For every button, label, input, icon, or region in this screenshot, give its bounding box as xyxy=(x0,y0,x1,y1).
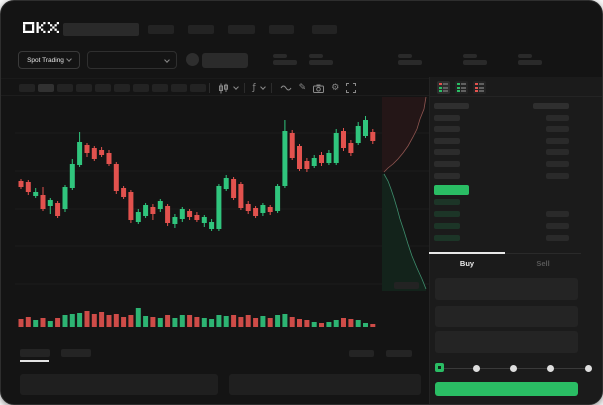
submit-order-button[interactable] xyxy=(435,382,578,396)
stat-value-placeholder xyxy=(309,60,333,65)
market-type-label: Spot Trading xyxy=(27,56,64,64)
pair-selector[interactable] xyxy=(87,51,177,69)
orderbook-view-combined-icon[interactable] xyxy=(437,81,450,94)
amount-slider-stop[interactable] xyxy=(472,364,480,372)
ask-size-placeholder[interactable] xyxy=(546,173,569,179)
timeframe-button[interactable] xyxy=(38,84,54,92)
ask-price-placeholder[interactable] xyxy=(434,115,460,121)
ask-price-placeholder[interactable] xyxy=(434,149,460,155)
market-type-selector[interactable]: Spot Trading xyxy=(18,51,80,69)
bid-size-placeholder[interactable] xyxy=(546,223,569,229)
chart-canvas[interactable] xyxy=(1,95,431,347)
bid-price-placeholder[interactable] xyxy=(434,235,460,241)
orderbook-view-bids-only-icon[interactable] xyxy=(455,81,468,94)
bid-size-placeholder[interactable] xyxy=(546,211,569,217)
amount-slider-stop[interactable] xyxy=(547,364,555,372)
bid-price-placeholder[interactable] xyxy=(434,199,460,205)
chart-settings-icon[interactable]: ⚙ xyxy=(331,82,340,93)
timeframe-button[interactable] xyxy=(95,84,111,92)
order-form-field-placeholder[interactable] xyxy=(435,331,578,353)
snapshot-icon[interactable] xyxy=(313,84,325,93)
tab-sell[interactable]: Sell xyxy=(505,254,581,269)
timeframe-button[interactable] xyxy=(57,84,73,92)
header-divider xyxy=(1,78,429,79)
stat-label-placeholder xyxy=(273,54,287,58)
indicators-icon[interactable]: ƒ xyxy=(252,82,256,93)
order-form-field-placeholder[interactable] xyxy=(435,278,578,300)
bid-size-placeholder[interactable] xyxy=(546,235,569,241)
stat-value-placeholder xyxy=(273,60,297,65)
timeframe-button[interactable] xyxy=(114,84,130,92)
ask-size-placeholder[interactable] xyxy=(546,126,569,132)
timeframe-button[interactable] xyxy=(171,84,187,92)
fullscreen-icon[interactable] xyxy=(346,83,357,93)
chart-info-pill xyxy=(394,282,419,289)
orderbook-view-asks-only-icon[interactable] xyxy=(473,81,486,94)
stat-label-placeholder xyxy=(463,54,477,58)
timeframe-button[interactable] xyxy=(190,84,206,92)
trade-tabs: Buy Sell xyxy=(429,252,581,269)
timeframe-button[interactable] xyxy=(19,84,35,92)
nav-item-placeholder[interactable] xyxy=(188,25,214,34)
stat-label-placeholder xyxy=(518,54,532,58)
orderbook-amount-header-placeholder xyxy=(533,103,569,109)
amount-slider-stop[interactable] xyxy=(584,364,592,372)
toolbar-divider xyxy=(1,95,429,96)
panel-divider xyxy=(429,96,602,97)
chevron-down-icon xyxy=(164,57,170,63)
ask-price-placeholder[interactable] xyxy=(434,126,460,132)
price-display-placeholder xyxy=(202,53,248,68)
bottom-panel-placeholder xyxy=(20,374,218,395)
ask-size-placeholder[interactable] xyxy=(546,149,569,155)
bottom-action-placeholder[interactable] xyxy=(386,350,412,357)
amount-slider-stop[interactable] xyxy=(510,364,517,372)
ask-size-placeholder[interactable] xyxy=(546,115,569,121)
ask-price-placeholder[interactable] xyxy=(434,173,460,179)
nav-item-placeholder[interactable] xyxy=(269,25,294,34)
orderbook-price-header-placeholder xyxy=(434,103,469,109)
search-input[interactable] xyxy=(63,23,139,36)
bid-price-placeholder[interactable] xyxy=(434,211,460,217)
nav-item-placeholder[interactable] xyxy=(228,25,255,34)
timeframe-button[interactable] xyxy=(152,84,168,92)
bottom-tab-active-underline xyxy=(20,360,49,362)
tab-sell-label: Sell xyxy=(536,259,550,268)
bottom-tab-placeholder[interactable] xyxy=(20,349,50,357)
tab-buy[interactable]: Buy xyxy=(429,252,505,269)
draw-icon[interactable]: ✎ xyxy=(298,82,307,93)
coin-icon xyxy=(186,53,199,66)
okx-logo xyxy=(23,22,59,33)
ask-price-placeholder[interactable] xyxy=(434,161,460,167)
amount-slider-handle[interactable] xyxy=(434,363,444,372)
stat-label-placeholder xyxy=(398,54,412,58)
stat-label-placeholder xyxy=(309,54,323,58)
bottom-action-placeholder[interactable] xyxy=(349,350,374,357)
bid-price-placeholder[interactable] xyxy=(434,223,460,229)
bottom-tab-placeholder[interactable] xyxy=(61,349,91,357)
ask-size-placeholder[interactable] xyxy=(546,161,569,167)
timeframe-button[interactable] xyxy=(76,84,92,92)
stat-value-placeholder xyxy=(398,60,422,65)
last-price-indicator[interactable] xyxy=(434,185,469,195)
chevron-down-icon xyxy=(66,56,72,62)
nav-item-placeholder[interactable] xyxy=(148,25,174,34)
stat-value-placeholder xyxy=(518,60,542,65)
bottom-panel-placeholder xyxy=(229,374,421,395)
order-form-field-placeholder[interactable] xyxy=(435,306,578,327)
ask-price-placeholder[interactable] xyxy=(434,138,460,144)
tab-buy-label: Buy xyxy=(459,259,475,268)
stat-value-placeholder xyxy=(463,60,487,65)
chart-type-icon[interactable] xyxy=(218,83,229,94)
timeframe-button[interactable] xyxy=(133,84,149,92)
line-style-icon[interactable] xyxy=(280,84,292,92)
chart-toolbar-icons: ƒ ✎ ⚙ xyxy=(205,81,360,95)
ask-size-placeholder[interactable] xyxy=(546,138,569,144)
nav-item-placeholder[interactable] xyxy=(312,25,337,34)
